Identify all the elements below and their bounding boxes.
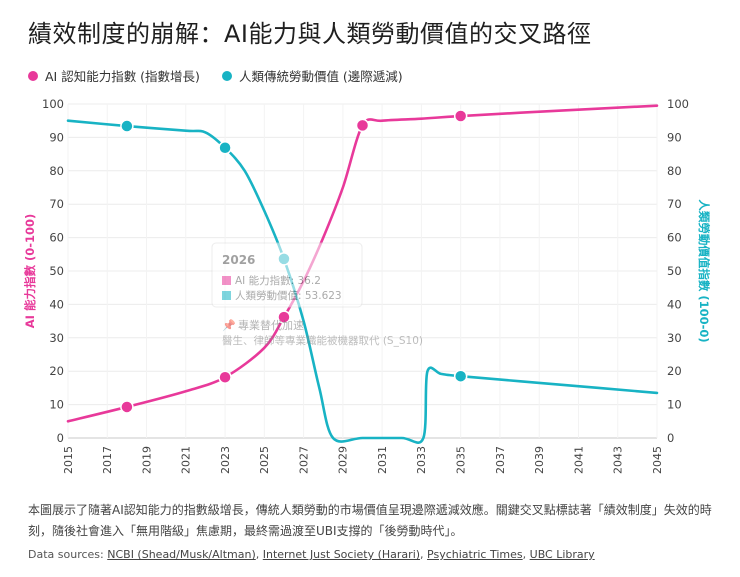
- legend-swatch-ai: [28, 70, 38, 81]
- y-tick-label-left: 30: [49, 331, 64, 345]
- legend-label-human: 人類傳統勞動價值 (邊際遞減): [238, 69, 403, 84]
- tooltip-human-value: 人類勞動價值: 53.623: [235, 289, 342, 302]
- chart-title: 績效制度的崩解：AI能力與人類勞動價值的交叉路徑: [28, 20, 592, 48]
- y-axis-title-right: 人類勞動價值指數 (100-0): [697, 199, 711, 342]
- y-tick-label-right: 20: [667, 364, 682, 378]
- tooltip-swatch-human: [222, 291, 231, 300]
- line-chart: 0 0 10 10 20 20 30 30 40 40 50 50 60 60 70 70 80 80 90 90 10…: [23, 97, 711, 474]
- annotation-title: 專業替代加速: [238, 318, 304, 332]
- y-tick-label-left: 0: [57, 431, 64, 445]
- ai-data-point: [355, 118, 370, 133]
- x-tick-label: 2037: [494, 446, 507, 474]
- data-sources: Data sources: NCBI (Shead/Musk/Altman), …: [28, 548, 595, 561]
- source-link-ubc-library[interactable]: UBC Library: [529, 548, 595, 561]
- x-tick-label: 2033: [415, 446, 428, 474]
- x-tick-label: 2039: [533, 446, 546, 474]
- x-tick-label: 2045: [651, 446, 664, 474]
- sources-prefix: Data sources:: [28, 548, 108, 561]
- y-tick-label-right: 40: [667, 297, 682, 311]
- y-tick-label-right: 90: [667, 130, 682, 144]
- chart-caption: 本圖展示了隨著AI認知能力的指數級增長，傳統人類勞動的市場價值呈現邊際遞減效應。…: [28, 503, 712, 538]
- annotation-text: 醫生、律師等專業職能被機器取代 (S_S10): [222, 334, 423, 347]
- y-tick-label-left: 90: [49, 130, 64, 144]
- y-tick-label-right: 0: [667, 431, 674, 445]
- y-tick-label-right: 30: [667, 331, 682, 345]
- legend-swatch-human: [221, 70, 232, 81]
- x-tick-label: 2041: [572, 446, 585, 474]
- y-tick-label-right: 70: [667, 197, 682, 211]
- human-data-point: [218, 141, 232, 155]
- y-tick-label-right: 60: [667, 231, 682, 245]
- ai-data-point: [218, 370, 232, 384]
- human-series-line: [66, 119, 659, 444]
- ai-data-point: [120, 400, 134, 414]
- y-axis-title-left: AI 能力指數 (0-100): [23, 214, 37, 328]
- hover-tooltip: 2026 AI 能力指數: 36.2 人類勞動價值: 53.623 📌 專業替代加速醫生…: [211, 242, 423, 347]
- y-tick-label-right: 10: [667, 398, 682, 412]
- legend-label-ai: AI 認知能力指數 (指數增長): [45, 69, 200, 84]
- y-tick-label-left: 40: [49, 297, 64, 311]
- tooltip-year: 2026: [222, 253, 255, 267]
- y-tick-label-left: 50: [49, 264, 64, 278]
- ai-data-point: [277, 310, 291, 324]
- y-tick-label-left: 20: [49, 364, 64, 378]
- x-tick-label: 2023: [219, 446, 232, 474]
- y-tick-label-left: 70: [49, 197, 64, 211]
- human-data-point: [453, 369, 468, 383]
- x-tick-label: 2015: [62, 446, 75, 474]
- legend-item-human[interactable]: 人類傳統勞動價值 (邊際遞減): [221, 66, 403, 85]
- x-tick-label: 2019: [140, 446, 153, 474]
- x-tick-label: 2029: [337, 446, 350, 474]
- y-tick-label-left: 10: [49, 398, 64, 412]
- x-tick-label: 2043: [612, 446, 625, 474]
- pushpin-icon: 📌: [222, 318, 236, 332]
- tooltip-box: [211, 242, 363, 308]
- source-link-ncbi[interactable]: NCBI (Shead/Musk/Altman): [107, 548, 256, 561]
- source-link-internet-just-society[interactable]: Internet Just Society (Harari): [262, 548, 421, 561]
- y-tick-label-left: 60: [49, 231, 64, 245]
- x-tick-label: 2031: [376, 446, 389, 474]
- y-tick-label-left: 80: [49, 164, 64, 178]
- source-link-psychiatric-times[interactable]: Psychiatric Times: [427, 548, 523, 561]
- y-tick-label-right: 50: [667, 264, 682, 278]
- x-tick-label: 2021: [180, 446, 193, 474]
- y-tick-label-right: 80: [667, 164, 682, 178]
- legend-item-ai[interactable]: AI 認知能力指數 (指數增長): [28, 66, 200, 85]
- tooltip-swatch-ai: [222, 276, 231, 285]
- y-tick-label-right: 100: [667, 97, 689, 111]
- x-tick-label: 2025: [258, 446, 271, 474]
- tooltip-ai-value: AI 能力指數: 36.2: [235, 274, 321, 287]
- legend: AI 認知能力指數 (指數增長) 人類傳統勞動價值 (邊際遞減): [28, 66, 403, 85]
- x-tick-label: 2035: [455, 446, 468, 474]
- y-tick-label-left: 100: [42, 97, 64, 111]
- ai-data-point: [453, 109, 468, 123]
- x-tick-label: 2027: [297, 446, 310, 474]
- human-data-point: [120, 119, 134, 133]
- x-tick-label: 2017: [101, 446, 114, 474]
